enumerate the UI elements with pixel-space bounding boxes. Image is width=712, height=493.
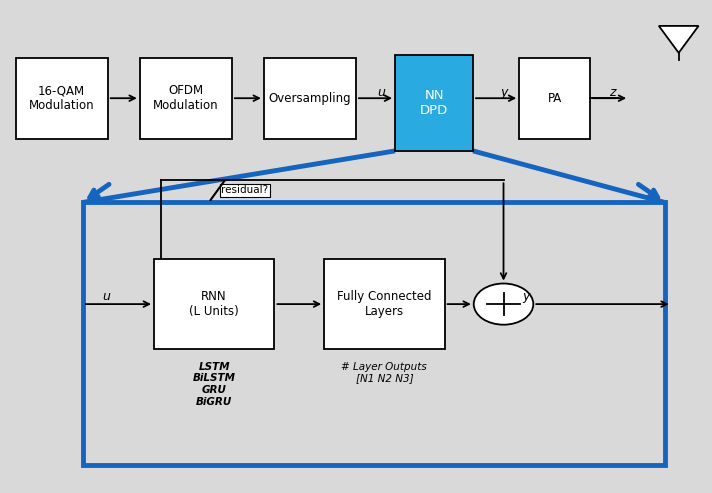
Text: NN
DPD: NN DPD (420, 89, 448, 117)
FancyBboxPatch shape (264, 58, 356, 139)
Text: y: y (523, 290, 530, 303)
Text: RNN
(L Units): RNN (L Units) (189, 290, 239, 318)
FancyBboxPatch shape (140, 58, 232, 139)
Text: z: z (609, 86, 616, 99)
FancyBboxPatch shape (519, 58, 590, 139)
Polygon shape (659, 26, 698, 53)
FancyBboxPatch shape (16, 58, 108, 139)
Text: PA: PA (548, 92, 562, 105)
Text: residual?: residual? (221, 185, 268, 195)
Text: LSTM
BiLSTM
GRU
BiGRU: LSTM BiLSTM GRU BiGRU (193, 362, 236, 407)
Text: Fully Connected
Layers: Fully Connected Layers (337, 290, 431, 318)
Text: OFDM
Modulation: OFDM Modulation (153, 84, 219, 112)
Text: u: u (103, 290, 110, 303)
Text: Oversampling: Oversampling (268, 92, 351, 105)
Circle shape (473, 283, 533, 325)
FancyBboxPatch shape (395, 55, 473, 151)
Text: u: u (377, 86, 384, 99)
FancyBboxPatch shape (83, 203, 664, 464)
Text: # Layer Outputs
[N1 N2 N3]: # Layer Outputs [N1 N2 N3] (342, 362, 427, 383)
Text: y: y (500, 86, 507, 99)
FancyBboxPatch shape (324, 259, 445, 350)
FancyBboxPatch shape (154, 259, 274, 350)
Text: 16-QAM
Modulation: 16-QAM Modulation (29, 84, 95, 112)
